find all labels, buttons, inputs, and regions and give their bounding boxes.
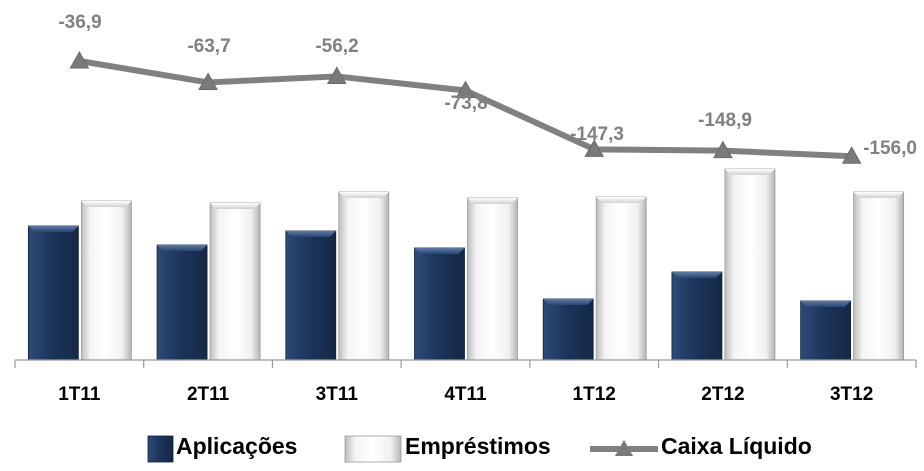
line-marker (584, 139, 605, 157)
data-label-caixa-liquido: -36,9 (58, 12, 101, 33)
data-label-caixa-liquido: -156,0 (863, 138, 917, 159)
bar-emprestimos (338, 191, 390, 361)
line-marker (713, 140, 733, 159)
bar-aplicacoes (156, 244, 208, 361)
legend-swatch-emprestimos (344, 435, 402, 463)
bar-aplicacoes (285, 230, 337, 361)
bar-aplicacoes (800, 300, 852, 361)
bar-aplicacoes (414, 247, 465, 361)
line-marker (326, 66, 347, 84)
bar-aplicacoes (671, 271, 723, 361)
bar-emprestimos (80, 200, 132, 361)
bar-emprestimos (467, 197, 518, 361)
legend-label-caixa-liquido: Caixa Líquido (661, 433, 812, 459)
bar-emprestimos (853, 191, 905, 361)
bar-aplicacoes (542, 298, 594, 361)
x-tick-label: 3T12 (830, 384, 873, 405)
data-label-caixa-liquido: -63,7 (187, 36, 230, 57)
line-marker (841, 146, 862, 164)
data-label-caixa-liquido: -148,9 (698, 110, 752, 131)
line-marker (455, 80, 476, 99)
x-axis: 1T11 2T11 3T11 4T11 1T12 2T12 3T12 (14, 359, 917, 405)
bar-emprestimos (595, 196, 647, 361)
data-label-caixa-liquido: -73,8 (444, 93, 487, 114)
line-marker (69, 50, 90, 69)
legend-label-aplicacoes: Aplicações (176, 433, 297, 459)
bar-aplicacoes (27, 225, 79, 361)
legend-label-emprestimos: Empréstimos (405, 433, 551, 459)
bar-emprestimos (209, 202, 261, 361)
data-label-caixa-liquido: -56,2 (315, 36, 358, 57)
data-label-caixa-liquido: -147,3 (570, 124, 624, 145)
legend-swatch-aplicacoes (147, 435, 174, 463)
line-marker (198, 72, 218, 90)
bars-layer (27, 168, 905, 361)
x-tick-label: 4T11 (444, 384, 487, 405)
x-tick-label: 1T11 (58, 384, 101, 405)
x-tick-label: 2T12 (701, 384, 744, 405)
bar-emprestimos (724, 168, 776, 361)
x-tick-label: 2T11 (187, 384, 230, 405)
x-tick-label: 3T11 (316, 384, 359, 405)
line-series-layer: -36,9 -63,7 -56,2 -73,8 -147,3 -148,9 -156,0 (58, 12, 917, 164)
legend: Aplicações Empréstimos Caixa Líquido (147, 433, 812, 463)
x-tick-label: 1T12 (573, 384, 616, 405)
legend-swatch-caixa-liquido (590, 440, 658, 456)
